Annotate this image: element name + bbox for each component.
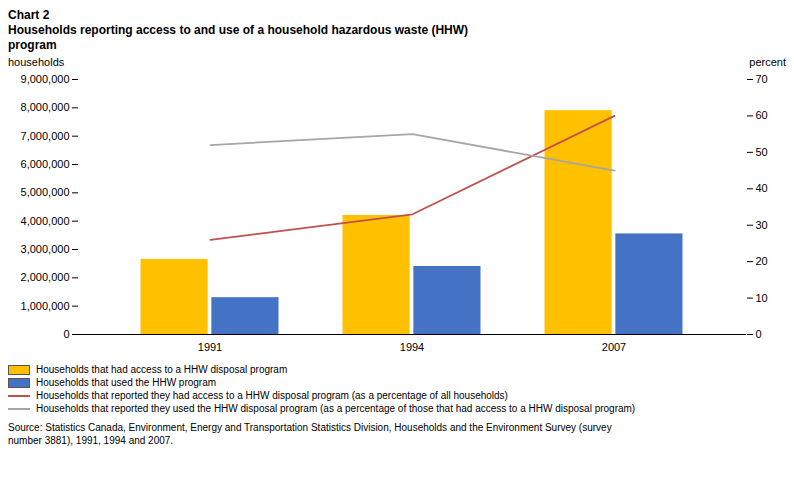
svg-text:2,000,000: 2,000,000 <box>21 271 70 283</box>
svg-text:7,000,000: 7,000,000 <box>21 130 70 142</box>
svg-text:5,000,000: 5,000,000 <box>21 186 70 198</box>
svg-text:1,000,000: 1,000,000 <box>21 300 70 312</box>
html-text:percent: percent <box>749 56 786 68</box>
svg-text:0: 0 <box>756 328 762 340</box>
html-text:Households that reported they: Households that reported they used the H… <box>36 403 636 414</box>
html-text:Households reporting access to: Households reporting access to and use o… <box>8 23 469 52</box>
html-text:Households that used the HHW p: Households that used the HHW program <box>36 377 217 388</box>
svg-text:1991: 1991 <box>198 341 222 353</box>
svg-text:3,000,000: 3,000,000 <box>21 243 70 255</box>
svg-text:2007: 2007 <box>602 341 626 353</box>
html-text:households: households <box>8 56 65 68</box>
svg-text:70: 70 <box>756 73 768 85</box>
svg-text:30: 30 <box>756 219 768 231</box>
html-text:Chart 2: Chart 2 <box>8 8 50 22</box>
svg-text:20: 20 <box>756 255 768 267</box>
svg-text:9,000,000: 9,000,000 <box>21 73 70 85</box>
svg-text:0: 0 <box>63 328 69 340</box>
svg-text:50: 50 <box>756 146 768 158</box>
svg-text:10: 10 <box>756 292 768 304</box>
svg-text:40: 40 <box>756 182 768 194</box>
svg-text:6,000,000: 6,000,000 <box>21 158 70 170</box>
svg-text:60: 60 <box>756 109 768 121</box>
svg-text:4,000,000: 4,000,000 <box>21 215 70 227</box>
svg-text:8,000,000: 8,000,000 <box>21 101 70 113</box>
svg-text:1994: 1994 <box>400 341 424 353</box>
html-text:Source: Statistics Canada, Env: Source: Statistics Canada, Environment, … <box>8 422 612 446</box>
html-text:Households that reported they: Households that reported they had access… <box>36 390 508 401</box>
html-text:Households that had access to: Households that had access to a HHW disp… <box>36 364 288 375</box>
